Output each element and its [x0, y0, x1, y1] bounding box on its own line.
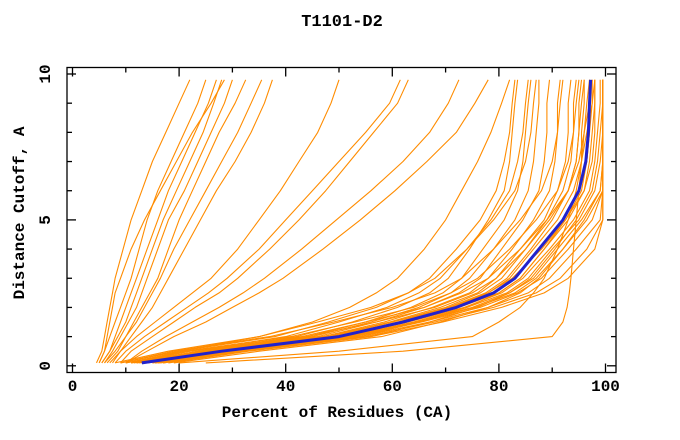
model-45	[136, 79, 511, 364]
model-27	[136, 79, 585, 364]
model-31	[95, 79, 191, 364]
x-tick-label: 40	[276, 378, 295, 396]
axis-ticks	[67, 67, 616, 373]
x-tick-label: 20	[169, 378, 188, 396]
model-03	[136, 79, 540, 364]
y-axis-title: Distance Cutoff, A	[11, 126, 29, 299]
x-tick-label: 80	[489, 378, 508, 396]
consensus-curve	[141, 79, 593, 365]
model-42	[120, 79, 409, 364]
model-14	[155, 79, 604, 364]
model-46	[205, 79, 593, 364]
y-tick-label: 10	[37, 64, 55, 83]
model-04	[139, 79, 551, 364]
y-tick-label: 0	[37, 361, 55, 371]
model-32	[98, 79, 207, 364]
consensus-curve	[141, 79, 593, 365]
model-37	[106, 79, 263, 364]
y-tick-label: 5	[37, 215, 55, 225]
x-tick-label: 60	[383, 378, 402, 396]
model-43	[125, 79, 460, 364]
model-26	[120, 79, 564, 364]
model-41	[114, 79, 401, 364]
model-23	[168, 79, 604, 364]
model-35	[104, 79, 233, 364]
model-05	[141, 79, 561, 364]
model-33	[101, 79, 217, 364]
model-13	[155, 79, 604, 364]
model-06	[141, 79, 572, 364]
model-20	[120, 79, 516, 364]
x-tick-label: 0	[68, 378, 78, 396]
model-08	[147, 79, 583, 364]
model-21	[125, 79, 529, 364]
model-36	[104, 79, 247, 364]
x-tick-label: 100	[591, 378, 620, 396]
model-47	[179, 79, 596, 364]
chart-title: T1101-D2	[301, 13, 383, 32]
model-44	[125, 79, 489, 364]
x-axis-tick-labels: 0 20 40 60 80 100	[68, 378, 620, 396]
model-39	[98, 79, 225, 364]
model-40	[112, 79, 340, 364]
model-29	[125, 79, 580, 364]
model-curves	[95, 79, 604, 364]
model-01	[131, 79, 519, 364]
model-34	[101, 79, 223, 364]
x-axis-title: Percent of Residues (CA)	[222, 404, 452, 422]
y-axis-tick-labels: 0 5 10	[37, 64, 55, 370]
model-38	[109, 79, 273, 364]
